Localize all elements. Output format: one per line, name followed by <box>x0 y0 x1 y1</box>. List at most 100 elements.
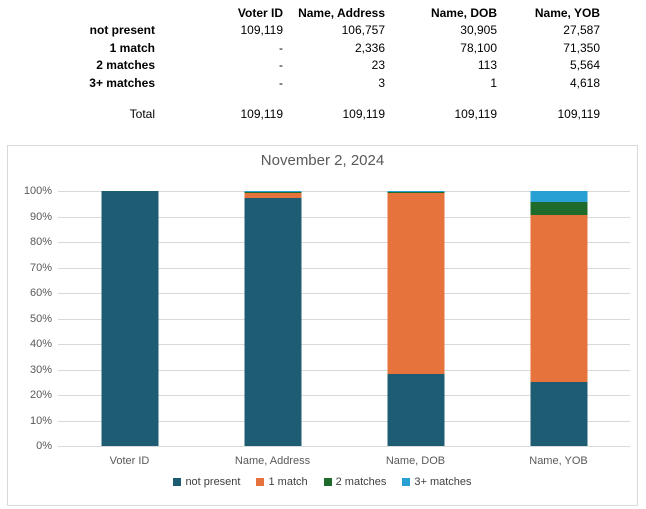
legend-label: 2 matches <box>335 476 387 488</box>
stacked-bar-name-yob <box>530 191 587 446</box>
bar-segment-1-match <box>244 193 301 199</box>
cell-value: 71,350 <box>563 40 600 55</box>
table-row: 1 match - 2,336 78,100 71,350 <box>0 39 600 57</box>
y-tick-label: 40% <box>29 338 52 350</box>
cell-value: 30,905 <box>460 23 497 38</box>
chart-title: November 2, 2024 <box>260 152 385 169</box>
stacked-bar-name-address <box>244 191 301 446</box>
bar-slot <box>201 191 344 446</box>
cell-value: Voter ID <box>237 5 283 20</box>
y-tick-label: 30% <box>29 363 52 376</box>
table-row: 3+ matches - 3 1 4,618 <box>0 74 600 92</box>
table-header-row: Voter ID Name, Address Name, DOB Name, YOB <box>0 4 600 22</box>
bar-segment-2-matches <box>530 201 587 215</box>
gridline <box>58 267 630 269</box>
gridline <box>58 216 630 218</box>
gridline <box>58 420 630 422</box>
cell-value: 109,119 <box>342 107 386 122</box>
row-label: 3+ matches <box>89 75 155 90</box>
cell-value: 109,119 <box>240 23 284 38</box>
cell-value: 5,564 <box>569 58 600 73</box>
cell-value: 2,336 <box>354 40 385 55</box>
bar-segment-not-present <box>244 198 301 446</box>
bar-slot <box>344 191 487 446</box>
row-label: 2 matches <box>96 58 155 73</box>
y-tick-label: 80% <box>29 236 52 248</box>
bar-segment-3-matches <box>387 191 444 193</box>
cell-value: 4,618 <box>569 75 600 90</box>
legend-swatch-icon <box>323 478 332 486</box>
gridline <box>58 293 630 294</box>
stacked-bar-voter-id <box>101 191 158 446</box>
cell-value: - <box>279 40 283 55</box>
bar-segment-not-present <box>530 381 587 446</box>
y-tick-label: 0% <box>36 440 52 452</box>
cell-value: 1 <box>490 75 497 90</box>
cell-value: 78,100 <box>460 40 497 55</box>
cell-value: 113 <box>477 58 497 73</box>
gridline <box>58 369 630 371</box>
y-tick-label: 50% <box>29 312 52 325</box>
x-axis-label: Name, Address <box>234 455 311 467</box>
cell-value: 3 <box>378 75 385 90</box>
y-tick-label: 20% <box>29 389 52 401</box>
table-row: 2 matches - 23 113 5,564 <box>0 57 600 75</box>
cell-value: 106,757 <box>341 23 385 38</box>
cell-value: Name, Address <box>298 5 385 20</box>
cell-value: - <box>279 75 283 90</box>
y-tick-label: 90% <box>29 210 52 223</box>
cell-value: 109,119 <box>557 107 601 122</box>
legend-label: not present <box>185 476 241 488</box>
gridline <box>58 395 630 396</box>
bar-segment-2-matches <box>387 192 444 194</box>
y-tick-label: 100% <box>23 185 52 197</box>
cell-value: Name, DOB <box>430 5 497 20</box>
cell-value: 109,119 <box>454 107 498 122</box>
bar-slot <box>487 191 630 446</box>
match-count-table: Voter ID Name, Address Name, DOB Name, YOB n… <box>0 4 600 123</box>
stacked-bar-name-dob <box>387 191 444 446</box>
bar-segment-3-matches <box>530 191 587 202</box>
table-total-row: Total 109,119 109,119 109,119 109,119 <box>0 106 600 124</box>
row-label: 1 match <box>109 40 155 55</box>
gridline <box>58 344 630 345</box>
gridline <box>58 446 630 447</box>
cell-value: - <box>279 58 283 73</box>
row-label: Total <box>129 107 155 122</box>
legend-item-3-matches: 3+ matches <box>402 476 472 488</box>
bar-segment-3-matches <box>244 191 301 193</box>
legend-item-1-match: 1 match <box>256 476 308 488</box>
row-label <box>0 4 155 22</box>
gridline <box>58 318 630 320</box>
y-tick-label: 10% <box>29 414 52 427</box>
y-tick-label: 70% <box>29 261 52 274</box>
row-label: not present <box>89 23 155 38</box>
plot-area: 0% 10% 20% 30% 40% 50% 60% 70% 80% 90% 100% <box>24 185 630 452</box>
bar-segment-2-matches <box>244 192 301 194</box>
legend-label: 1 match <box>268 476 308 488</box>
legend-label: 3+ matches <box>414 476 472 488</box>
y-tick-label: 60% <box>29 287 52 299</box>
bar-segment-1-match <box>530 214 587 382</box>
table-row: not present 109,119 106,757 30,905 27,587 <box>0 22 600 40</box>
cell-value: 109,119 <box>240 107 284 122</box>
legend-swatch-icon <box>402 478 411 486</box>
bar-slot <box>58 191 201 446</box>
bar-segment-1-match <box>387 193 444 374</box>
bar-segment-not-present <box>101 191 158 446</box>
chart-legend: not present 1 match 2 matches 3+ matches <box>8 476 637 488</box>
gridline <box>58 191 630 192</box>
legend-item-not-present: not present <box>173 476 240 488</box>
cell-value: 23 <box>371 58 385 73</box>
legend-item-2-matches: 2 matches <box>323 476 387 488</box>
legend-swatch-icon <box>256 478 265 486</box>
gridline <box>58 242 630 243</box>
stacked-bar-chart: November 2, 2024 0% 10% 20% 30% 40% 50% 60% 70%… <box>7 145 638 506</box>
cell-value: 27,587 <box>563 23 600 38</box>
x-axis-label: Voter ID <box>109 455 150 467</box>
legend-swatch-icon <box>173 478 182 486</box>
x-axis-label: Name, DOB <box>385 455 446 467</box>
match-count-table-body: Voter ID Name, Address Name, DOB Name, YOB n… <box>0 4 600 123</box>
bar-segment-not-present <box>387 373 444 446</box>
cell-value: Name, YOB <box>534 5 600 20</box>
